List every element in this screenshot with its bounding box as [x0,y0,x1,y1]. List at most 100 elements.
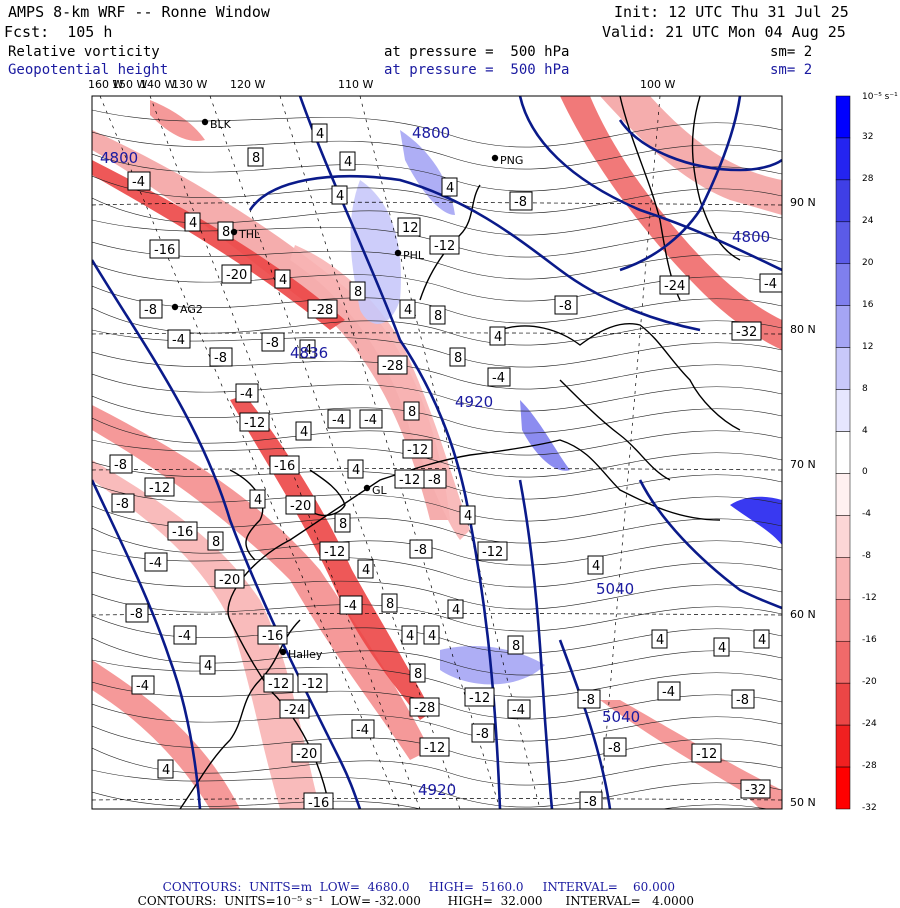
vorticity-value-box: -8 [139,299,163,319]
vorticity-value-box-frame [221,264,252,284]
vorticity-contour-units: UNITS=10⁻⁵ s⁻¹ [224,894,324,908]
height-contour-info: CONTOURS: UNITS=m LOW= 4680.0 HIGH= 5160… [155,866,675,894]
lat-label-60n: 60 N [790,608,816,621]
colorbar-swatch [835,389,851,432]
vorticity-value-box-frame [157,759,174,779]
vorticity-value-box: -12 [319,541,350,561]
vorticity-value-box: 8 [381,593,398,613]
vorticity-value-label: 8 [386,597,394,612]
vorticity-shading [92,460,320,809]
vorticity-contour-line [92,791,769,809]
vorticity-value-box-frame [311,123,328,143]
vorticity-value-label: -20 [296,747,317,762]
vorticity-value-label: 4 [336,189,344,204]
vorticity-value-label: -12 [434,239,455,254]
vorticity-value-box: -20 [221,264,252,284]
vorticity-value-box: 4 [357,559,374,579]
vorticity-value-label: -28 [414,701,435,716]
colorbar-swatch [835,431,851,474]
vorticity-value-box: 8 [507,635,524,655]
colorbar-swatch [835,766,851,810]
vorticity-value-box: -8 [125,603,149,623]
vorticity-value-box: -32 [740,779,771,799]
height-contour-label: 4800 [100,149,138,167]
vorticity-value-box-frame [397,217,421,237]
vorticity-value-box: 8 [247,147,264,167]
vorticity-value-box: -4 [167,329,191,349]
vorticity-value-box-frame [377,355,408,375]
station-label: BLK [210,118,232,131]
vorticity-value-box-frame [579,791,603,809]
lon-label-160w: 160 W [88,78,124,91]
vorticity-value-label: -8 [114,458,127,473]
vorticity-value-box-frame [449,347,466,367]
station-label: PNG [500,154,523,167]
colorbar-swatch [835,95,851,139]
vorticity-value-box-frame [759,273,782,293]
coastline [559,379,671,481]
vorticity-contour-line [92,703,782,742]
vorticity-value-box: -4 [759,273,782,293]
vorticity-value-box-frame [603,737,627,757]
vorticity-value-box: -12 [464,687,495,707]
vorticity-value-box: -8 [471,723,495,743]
geopotential-height-contour [518,479,554,809]
vorticity-contour-line [92,747,782,786]
vorticity-value-label: -4 [662,685,675,700]
station-label: PHL [403,249,425,262]
vorticity-value-box: 8 [207,531,224,551]
vorticity-value-box-frame [657,681,681,701]
vorticity-value-box-frame [334,513,351,533]
vorticity-value-box: -28 [307,299,338,319]
vorticity-value-box: 8 [217,221,234,241]
station-marker [491,154,499,162]
colorbar-tick-label: 28 [862,173,874,184]
vorticity-value-box: -8 [423,469,447,489]
vorticity-value-box-frame [381,593,398,613]
vorticity-value-box-frame [144,477,175,497]
colorbar-tick-label: -16 [862,635,877,646]
geopotential-height-contour [248,174,701,332]
station-label: GL [372,484,388,497]
vorticity-value-box: -4 [235,383,259,403]
vorticity-value-label: 8 [252,151,260,166]
height-contour-label: CONTOURS: [162,880,242,894]
colorbar-tick-label: -4 [862,509,871,520]
vorticity-value-label: 4 [464,509,472,524]
longitude-gridline [209,96,461,809]
vorticity-value-box-frame [399,299,416,319]
vorticity-value-label: -4 [364,413,377,428]
vorticity-value-box-frame [279,699,310,719]
colorbar-swatch [835,599,851,642]
vorticity-value-label: 8 [222,225,230,240]
height-contour-label: 4920 [455,393,493,411]
vorticity-value-box: 8 [429,305,446,325]
vorticity-value-label: -12 [469,691,490,706]
vorticity-value-box: 4 [753,629,770,649]
vorticity-value-box-frame [740,779,771,799]
vorticity-value-label: -12 [482,545,503,560]
vorticity-value-box: -4 [487,367,511,387]
vorticity-value-box-frame [295,421,312,441]
vorticity-value-box: 4 [423,625,440,645]
geopotential-height-contour [619,96,742,272]
geopotential-height-contour [92,479,202,809]
vorticity-value-label: -4 [136,679,149,694]
vorticity-value-box-frame [173,625,197,645]
vorticity-contour-low: LOW= -32.000 [330,894,421,908]
lat-label-80n: 80 N [790,323,816,336]
vorticity-value-label: -8 [608,741,621,756]
vorticity-value-box: -8 [509,191,533,211]
vorticity-value-box-frame [239,412,270,432]
vorticity-value-label: -32 [745,783,766,798]
vorticity-value-box: 4 [249,489,266,509]
vorticity-value-label: 8 [434,309,442,324]
vorticity-value-box: -8 [577,689,601,709]
vorticity-contour-line [92,373,782,412]
station-marker [363,484,371,492]
vorticity-value-box-frame [587,555,604,575]
vorticity-value-box-frame [285,495,316,515]
field1-level: at pressure = 500 hPa [384,44,570,60]
vorticity-value-box-frame [477,541,508,561]
vorticity-value-box-frame [409,539,433,559]
